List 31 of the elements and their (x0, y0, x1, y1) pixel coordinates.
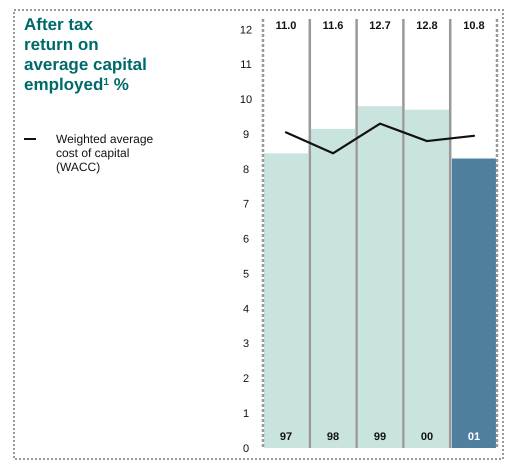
legend-label: Weighted average cost of capital (WACC) (56, 132, 154, 174)
annotation: 11.6 (322, 20, 344, 32)
y-tick-label: 11 (240, 59, 252, 72)
bar (452, 158, 496, 448)
text: After tax return on average capital employed$^{1}$ % (24, 15, 147, 94)
y-tick-label: 1 (242, 408, 250, 420)
y-tick-label: 0 (242, 442, 250, 455)
y-tick-label: 4 (242, 303, 250, 316)
bar (264, 153, 308, 448)
y-tick-label: 6 (242, 234, 250, 246)
annotation: 11.0 (276, 20, 296, 32)
y-tick-label: 5 (242, 268, 250, 280)
x-tick-label: 01 (468, 431, 480, 443)
x-tick-label: 99 (374, 431, 386, 443)
bar (358, 106, 402, 448)
annotation: 10.8 (463, 20, 485, 32)
line-series (284, 122, 476, 154)
annotation: 12.8 (416, 20, 438, 32)
y-tick-label: 7 (242, 198, 250, 211)
y-tick-label: 12 (240, 24, 252, 36)
y-tick-label: 2 (242, 373, 250, 386)
bar (404, 110, 450, 448)
y-tick-label: 9 (242, 128, 250, 141)
bar (310, 128, 356, 448)
x-tick-label: 00 (420, 431, 434, 443)
annotation: 12.7 (369, 20, 391, 32)
y-tick-label: 3 (242, 338, 250, 350)
y-tick-label: 8 (242, 164, 250, 176)
x-tick-label: 97 (280, 431, 292, 443)
y-tick-label: 10 (240, 94, 252, 106)
x-tick-label: 98 (326, 431, 340, 443)
